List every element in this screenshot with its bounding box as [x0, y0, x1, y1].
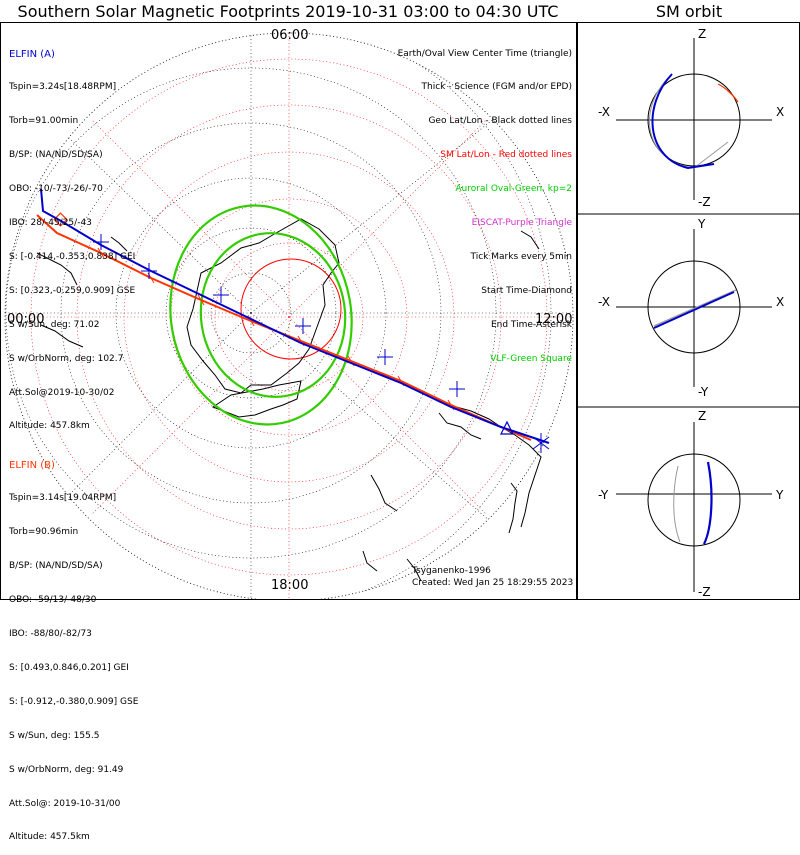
elfin-a-line: Torb=91.00min	[9, 116, 79, 127]
sm-axis-label: Y	[697, 217, 706, 231]
hour-label-right: 12:00	[535, 312, 572, 327]
elfin-b-line: ELFIN (B)	[9, 459, 55, 471]
sm-panel-xz: Z -Z -X X	[598, 27, 784, 209]
sm-axis-label: Y	[775, 488, 784, 502]
legend-entry: Tick Marks every 5min	[470, 251, 572, 262]
elfin-b-info: ELFIN (B) Tspin=3.14s[19.04RPM] Torb=90.…	[9, 437, 138, 855]
created-timestamp: Created: Wed Jan 25 18:29:55 2023	[412, 578, 574, 588]
model-credit: Tsyganenko-1996	[412, 566, 491, 576]
elfin-b-line: S: [-0.912,-0.380,0.909] GSE	[9, 696, 139, 707]
sm-axis-label: Z	[698, 27, 706, 41]
elfin-b-line: S w/OrbNorm, deg: 91.49	[9, 764, 124, 775]
sm-pole-ring	[240, 258, 342, 360]
sm-panel-yz: Z -Z -Y Y	[598, 409, 784, 599]
legend-entry: Thick - Science (FGM and/or EPD)	[421, 82, 572, 93]
elfin-a-line: S w/Sun, deg: 71.02	[9, 319, 100, 330]
elfin-a-line: B/SP: (NA/ND/SD/SA)	[9, 150, 103, 161]
elfin-a-track	[40, 188, 550, 453]
hour-label-left: 00:00	[7, 312, 44, 327]
sm-axis-label: -X	[598, 105, 610, 119]
elfin-a-line: Att.Sol@2019-10-30/02	[9, 387, 115, 398]
sm-axis-label: -Z	[698, 195, 711, 209]
elfin-a-info: ELFIN (A) Tspin=3.24s[18.48RPM] Torb=91.…	[9, 26, 135, 444]
elfin-a-line: S w/OrbNorm, deg: 102.7	[9, 353, 124, 364]
elfin-a-line: S: [-0.414,-0.353,0.838] GEI	[9, 251, 136, 262]
sm-axis-label: -Y	[598, 488, 609, 502]
elfin-b-line: OBO: -59/13/-48/30	[9, 595, 97, 606]
continents	[36, 218, 542, 582]
sm-axis-label: -X	[598, 295, 610, 309]
sm-axis-label: -Z	[698, 585, 711, 599]
legend-entry: Geo Lat/Lon - Black dotted lines	[428, 116, 572, 127]
sm-axis-label: X	[776, 105, 784, 119]
elfin-a-line: ELFIN (A)	[9, 48, 55, 60]
sm-grid	[5, 33, 573, 599]
elfin-b-line: Att.Sol@: 2019-10-31/00	[9, 798, 121, 809]
elfin-b-line: B/SP: (NA/ND/SD/SA)	[9, 561, 103, 572]
elfin-a-line: IBO: 28/-45/25/-43	[9, 218, 92, 229]
legend-entry: SM Lat/Lon - Red dotted lines	[440, 150, 572, 161]
map-legend: Earth/Oval View Center Time (triangle) T…	[398, 26, 572, 376]
elfin-b-line: Torb=90.96min	[9, 527, 79, 538]
elfin-a-line: S: [0.323,-0.259,0.909] GSE	[9, 285, 136, 296]
auroral-oval	[169, 204, 353, 426]
legend-entry: End Time-Asterisk	[490, 319, 572, 330]
sm-panel-xy: Y -Y -X X	[598, 217, 784, 399]
sm-axis-label: Z	[698, 409, 706, 423]
hour-label-bottom: 18:00	[271, 578, 308, 593]
elfin-a-line: Tspin=3.24s[18.48RPM]	[9, 82, 117, 93]
sm-axis-label: -Y	[698, 385, 709, 399]
elfin-b-line: IBO: -88/80/-82/73	[9, 629, 92, 640]
sm-orbit-title: SM orbit	[655, 2, 723, 21]
sm-axis-label: X	[776, 295, 784, 309]
page-title: Southern Solar Magnetic Footprints 2019-…	[17, 2, 559, 21]
elfin-b-line: S: [0.493,0.846,0.201] GEI	[9, 662, 129, 673]
elfin-a-line: OBO: -10/-73/-26/-70	[9, 184, 103, 195]
legend-entry: Start Time-Diamond	[481, 285, 572, 296]
elfin-b-line: Altitude: 457.5km	[9, 832, 90, 843]
polar-map: 06:00 00:00 12:00 18:00	[4, 28, 574, 599]
sm-orbit-panels: Z -Z -X X Y -Y -X X Z -Z -Y Y	[576, 27, 800, 599]
legend-entry: EISCAT-Purple Triangle	[471, 218, 572, 229]
hour-label-top: 06:00	[271, 28, 308, 43]
elfin-b-line: Tspin=3.14s[19.04RPM]	[9, 493, 117, 504]
legend-entry: Auroral Oval-Green, kp=2	[455, 184, 572, 195]
legend-entry: VLF-Green Square	[490, 353, 572, 364]
elfin-a-line: Altitude: 457.8km	[9, 421, 90, 432]
elfin-b-line: S w/Sun, deg: 155.5	[9, 730, 100, 741]
legend-entry: Earth/Oval View Center Time (triangle)	[397, 48, 572, 59]
